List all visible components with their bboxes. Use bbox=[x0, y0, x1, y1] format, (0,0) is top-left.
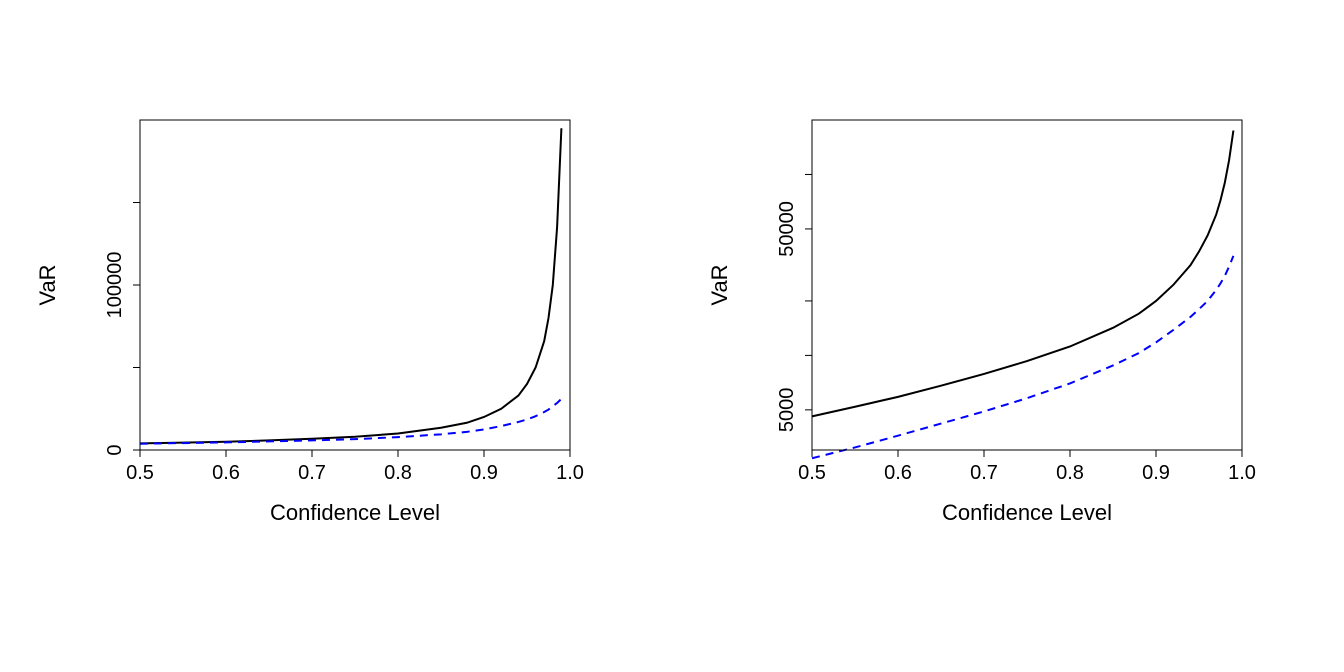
right-chart-xlabel: Confidence Level bbox=[942, 500, 1112, 525]
left-chart-xtick-label: 1.0 bbox=[556, 462, 584, 484]
left-chart-series-1 bbox=[140, 128, 561, 443]
right-chart-xtick-label: 0.7 bbox=[970, 462, 998, 484]
right-chart-series-2 bbox=[812, 256, 1233, 458]
right-chart-series-1 bbox=[812, 130, 1233, 416]
right-chart-xtick-label: 1.0 bbox=[1228, 462, 1256, 484]
left-chart-xtick-label: 0.6 bbox=[212, 462, 240, 484]
left-chart-xtick-label: 0.8 bbox=[384, 462, 412, 484]
left-chart-ylabel: VaR bbox=[35, 264, 60, 305]
left-chart-xtick-label: 0.5 bbox=[126, 462, 154, 484]
right-chart-xtick-label: 0.8 bbox=[1056, 462, 1084, 484]
right-chart-xtick-label: 0.9 bbox=[1142, 462, 1170, 484]
right-chart-ylabel: VaR bbox=[707, 264, 732, 305]
left-chart-xtick-label: 0.9 bbox=[470, 462, 498, 484]
right-chart-ytick-label: 50000 bbox=[776, 201, 798, 257]
left-chart-xlabel: Confidence Level bbox=[270, 500, 440, 525]
right-chart-xtick-label: 0.5 bbox=[798, 462, 826, 484]
left-chart-plot-border bbox=[140, 120, 570, 450]
left-chart: 0.5 0.6 0.7 0.8 0.9 1.0 0 100000 Confidence Leve… bbox=[0, 0, 672, 672]
left-chart-ytick-label: 100000 bbox=[104, 252, 126, 319]
left-chart-ytick-label: 0 bbox=[104, 444, 126, 455]
right-chart-xtick-label: 0.6 bbox=[884, 462, 912, 484]
right-chart: 0.5 0.6 0.7 0.8 0.9 1.0 5000 50000 Confidence Le… bbox=[672, 0, 1344, 672]
left-chart-xtick-label: 0.7 bbox=[298, 462, 326, 484]
right-chart-plot-border bbox=[812, 120, 1242, 450]
right-chart-ytick-label: 5000 bbox=[776, 388, 798, 433]
